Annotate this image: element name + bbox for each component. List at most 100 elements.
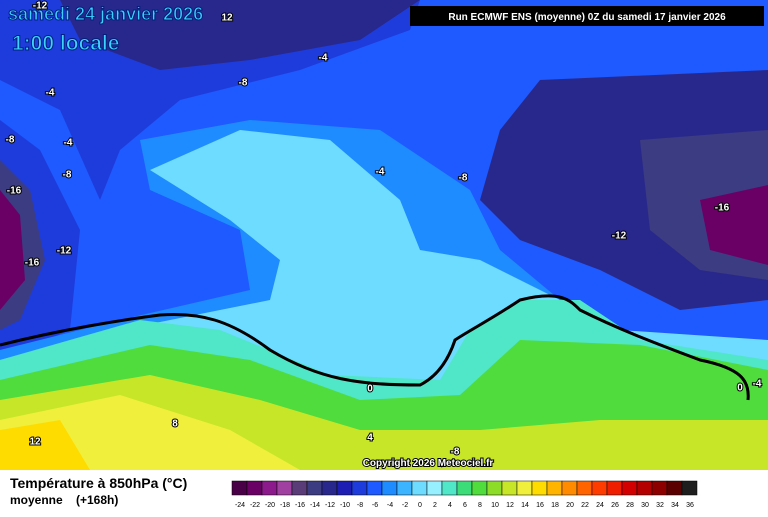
color-scale-label: 0 bbox=[418, 502, 422, 509]
color-swatch bbox=[306, 480, 323, 496]
copyright: Copyright 2026 Meteociel.fr bbox=[363, 458, 494, 469]
color-swatch bbox=[411, 480, 428, 496]
color-swatch bbox=[396, 480, 413, 496]
color-scale-label: 4 bbox=[448, 502, 452, 509]
legend-subtitle: moyenne bbox=[10, 493, 63, 507]
color-scale-label: -12 bbox=[325, 502, 335, 509]
contour-label: 12 bbox=[29, 437, 41, 448]
color-swatch bbox=[636, 480, 653, 496]
color-swatch bbox=[516, 480, 533, 496]
contour-label: 8 bbox=[172, 419, 178, 430]
contour-label: -16 bbox=[715, 203, 730, 214]
color-scale-label: 30 bbox=[641, 502, 649, 509]
color-swatch bbox=[621, 480, 638, 496]
color-scale-label: 34 bbox=[671, 502, 679, 509]
color-swatch bbox=[606, 480, 623, 496]
color-scale-label: 28 bbox=[626, 502, 634, 509]
contour-label: -16 bbox=[25, 258, 40, 269]
map bbox=[0, 0, 768, 470]
color-swatch bbox=[441, 480, 458, 496]
color-scale-label: -4 bbox=[387, 502, 393, 509]
color-swatch bbox=[531, 480, 548, 496]
color-swatch bbox=[231, 480, 248, 496]
legend-lead: (+168h) bbox=[76, 493, 118, 507]
run-box bbox=[410, 6, 764, 26]
color-scale: -24 -22 -20 -18 -16 -14 -12 -10 -8 -6 -4 -2 0 2 4 6 8 10 1… bbox=[231, 480, 698, 509]
color-swatch bbox=[276, 480, 293, 496]
contour-label: -12 bbox=[33, 1, 48, 12]
color-scale-label: 10 bbox=[491, 502, 499, 509]
contour-label: -4 bbox=[319, 53, 328, 64]
contour-label: -8 bbox=[6, 135, 15, 146]
warm-region bbox=[0, 420, 90, 470]
contour-label: -16 bbox=[7, 186, 22, 197]
color-scale-label: -24 bbox=[235, 502, 245, 509]
color-scale-label: -10 bbox=[340, 502, 350, 509]
contour-label: -4 bbox=[376, 167, 385, 178]
color-swatch bbox=[591, 480, 608, 496]
color-scale-label: -6 bbox=[372, 502, 378, 509]
color-scale-label: 16 bbox=[536, 502, 544, 509]
color-swatch bbox=[366, 480, 383, 496]
contour-label: 0 bbox=[367, 384, 373, 395]
color-scale-label: -2 bbox=[402, 502, 408, 509]
color-scale-label: 6 bbox=[463, 502, 467, 509]
run-info: Run ECMWF ENS (moyenne) 0Z du samedi 17 … bbox=[448, 12, 726, 23]
color-scale-label: -14 bbox=[310, 502, 320, 509]
color-scale-label: 20 bbox=[566, 502, 574, 509]
color-scale-label: 24 bbox=[596, 502, 604, 509]
color-scale-label: 18 bbox=[551, 502, 559, 509]
cold-region bbox=[700, 185, 768, 265]
color-scale-label: -16 bbox=[295, 502, 305, 509]
color-swatch bbox=[456, 480, 473, 496]
map-title: samedi 24 janvier 2026 bbox=[8, 4, 203, 24]
color-scale-label: -20 bbox=[265, 502, 275, 509]
color-swatch bbox=[576, 480, 593, 496]
color-swatch bbox=[501, 480, 518, 496]
zero-isotherm bbox=[0, 294, 750, 401]
map-time: 1:00 locale bbox=[12, 32, 119, 55]
color-swatch bbox=[381, 480, 398, 496]
contour-label: 0 bbox=[737, 383, 743, 394]
color-swatch bbox=[651, 480, 668, 496]
color-scale-label: 26 bbox=[611, 502, 619, 509]
contour-label: -8 bbox=[459, 173, 468, 184]
color-swatch bbox=[246, 480, 263, 496]
contour-label: -12 bbox=[612, 231, 627, 242]
color-scale-label: 14 bbox=[521, 502, 529, 509]
color-swatch bbox=[666, 480, 683, 496]
contour-label: -8 bbox=[451, 447, 460, 458]
color-swatch bbox=[681, 480, 698, 496]
contour-label: 12 bbox=[221, 13, 233, 24]
contour-label: -8 bbox=[63, 170, 72, 181]
map-labels: -12 12 -4 -8 -4 -8 -4 -8 -4 -8 -16 -12 -16 -12 -16 0 8 4 -… bbox=[5, 0, 763, 459]
contour-label: -4 bbox=[46, 88, 55, 99]
color-swatch bbox=[351, 480, 368, 496]
color-swatch bbox=[561, 480, 578, 496]
color-scale-label: 8 bbox=[478, 502, 482, 509]
color-swatch bbox=[486, 480, 503, 496]
color-scale-label: 12 bbox=[506, 502, 514, 509]
color-swatch bbox=[426, 480, 443, 496]
contour-label: -4 bbox=[64, 138, 73, 149]
color-swatch bbox=[471, 480, 488, 496]
legend-title: Température à 850hPa (°C) bbox=[10, 475, 187, 491]
contour-label: -8 bbox=[239, 78, 248, 89]
color-scale-label: -18 bbox=[280, 502, 290, 509]
color-swatch bbox=[336, 480, 353, 496]
color-swatch bbox=[291, 480, 308, 496]
contour-label: -4 bbox=[753, 379, 762, 390]
contour-label: -12 bbox=[57, 246, 72, 257]
color-scale-label: 36 bbox=[686, 502, 694, 509]
cold-region bbox=[60, 0, 420, 70]
color-swatch bbox=[261, 480, 278, 496]
color-scale-label: 2 bbox=[433, 502, 437, 509]
color-scale-label: -22 bbox=[250, 502, 260, 509]
color-swatch bbox=[321, 480, 338, 496]
color-scale-label: 22 bbox=[581, 502, 589, 509]
contour-label: 4 bbox=[367, 433, 373, 444]
color-scale-label: 32 bbox=[656, 502, 664, 509]
color-swatch bbox=[546, 480, 563, 496]
cold-region bbox=[0, 190, 25, 310]
